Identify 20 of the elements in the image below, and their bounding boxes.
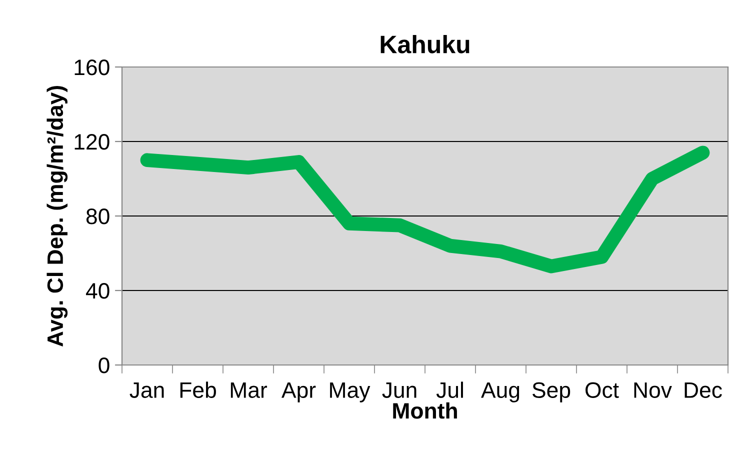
y-tick-label: 0	[98, 358, 110, 374]
x-tick-label: Nov	[634, 382, 672, 398]
y-tick-label: 120	[74, 134, 110, 150]
x-tick-label: Feb	[180, 382, 216, 398]
x-tick-label: Apr	[282, 382, 316, 402]
x-tick-label: Mar	[230, 382, 268, 398]
y-tick-label: 40	[86, 283, 110, 299]
x-tick-label: May	[330, 382, 370, 402]
y-tick-label: 160	[74, 60, 110, 76]
x-tick-label: Sep	[532, 382, 570, 402]
x-tick-label: Jun	[382, 382, 416, 398]
x-tick-label: Dec	[684, 382, 722, 398]
x-tick-label: Oct	[586, 382, 619, 398]
x-axis-title: Month	[393, 402, 457, 419]
y-axis-title: Avg. Cl Dep. (mg/m²/day)	[46, 86, 68, 347]
x-tick-label: Jan	[130, 382, 164, 398]
y-tick-label: 80	[86, 208, 110, 224]
x-tick-label: Jul	[436, 382, 463, 398]
chart-title: Kahuku	[380, 34, 470, 54]
x-tick-label: Aug	[481, 382, 520, 402]
